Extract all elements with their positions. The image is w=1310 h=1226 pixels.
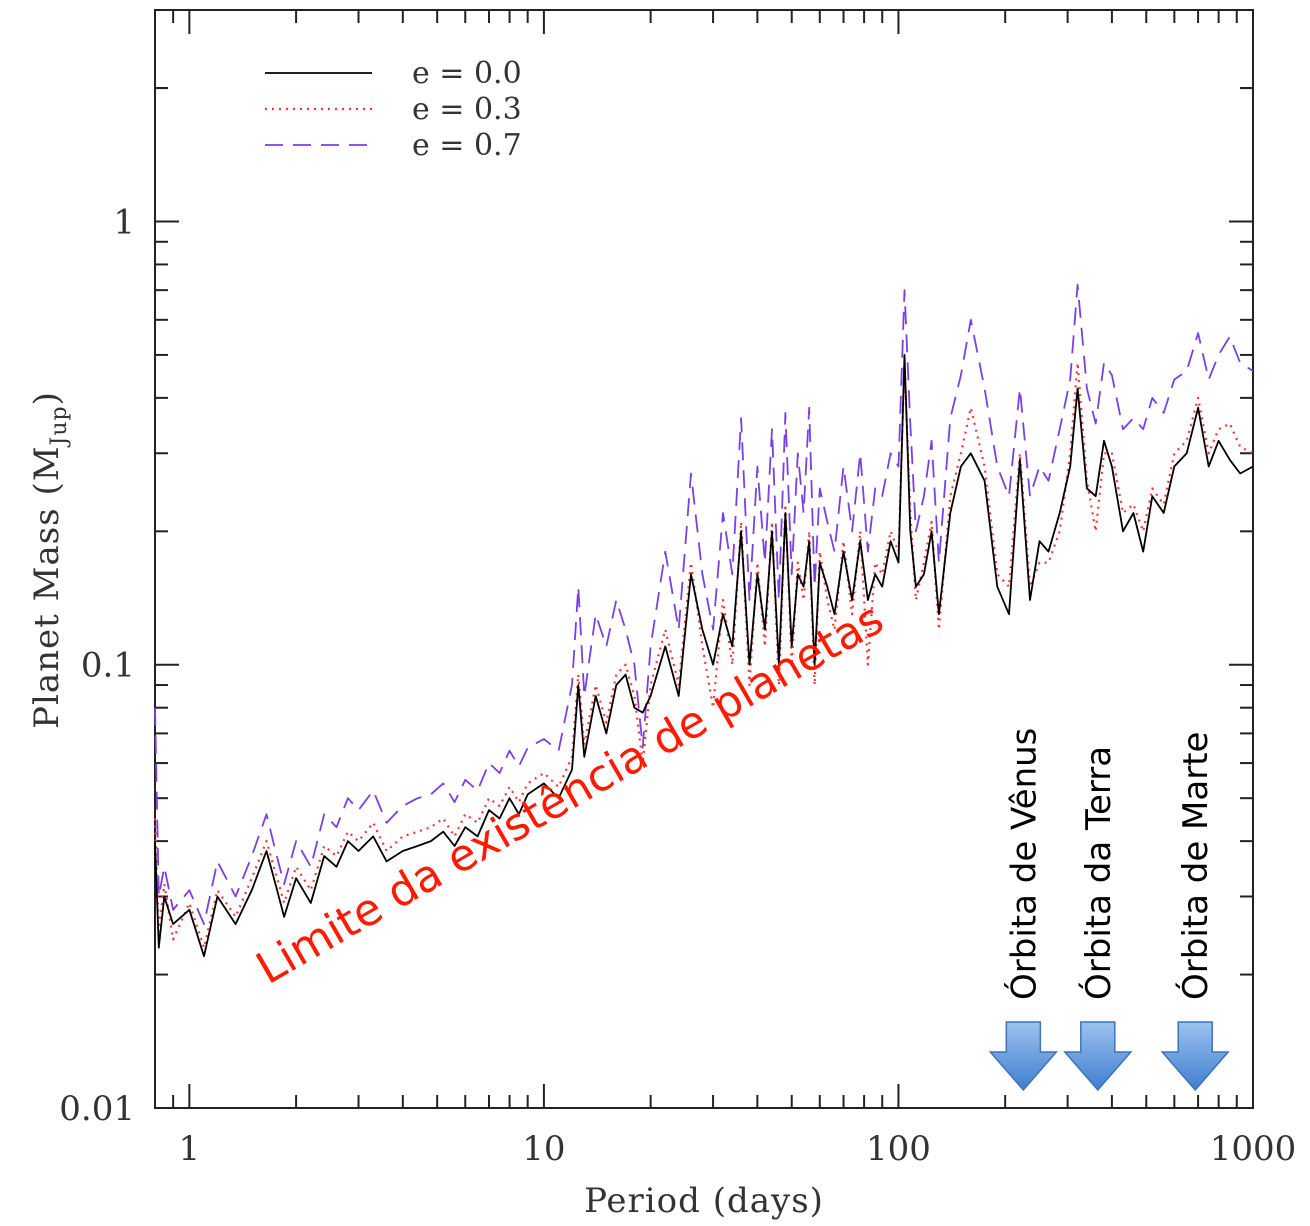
x-tick-label: 10 (522, 1129, 565, 1169)
legend-label: e = 0.7 (412, 128, 522, 163)
y-axis-title-main: Planet Mass (M (27, 445, 67, 728)
series-line-e07 (154, 283, 1254, 925)
legend-label: e = 0.3 (412, 92, 522, 127)
y-axis-title: Planet Mass (MJup) (27, 391, 72, 729)
y-axis-title-close: ) (27, 391, 67, 405)
plot-area (154, 9, 1254, 1109)
down-arrow-icon (1063, 1021, 1133, 1092)
x-axis-title: Period (days) (584, 1181, 824, 1221)
x-tick-label: 1000 (1210, 1129, 1297, 1169)
legend-label: e = 0.0 (412, 56, 522, 91)
series-line-e00 (154, 353, 1254, 958)
y-tick-label: 1 (113, 202, 135, 242)
down-arrow-icon (1160, 1021, 1230, 1092)
y-tick-label: 0.01 (59, 1089, 135, 1129)
plot-border (154, 9, 1254, 1109)
x-tick-label: 1 (179, 1129, 201, 1169)
axis-tick-labels: 1 10 100 1000 0.01 0.1 1 (59, 202, 1296, 1169)
y-axis-title-subscript: Jup (47, 405, 72, 447)
down-arrow-icon (988, 1021, 1058, 1092)
series-lines (153, 283, 1254, 958)
orbit-label: Órbita de Vênus (1003, 728, 1044, 1000)
orbit-label: Órbita da Terra (1078, 746, 1119, 1000)
y-tick-label: 0.1 (81, 646, 135, 686)
orbit-label: Órbita de Marte (1175, 732, 1216, 1000)
orbit-annotations: Órbita de Vênus Órbita da Terra Órbita de … (988, 728, 1230, 1092)
limit-annotation: Limite da existência de planetas (248, 593, 892, 994)
legend: e = 0.0e = 0.3e = 0.7 (265, 56, 522, 163)
x-tick-label: 100 (866, 1129, 931, 1169)
